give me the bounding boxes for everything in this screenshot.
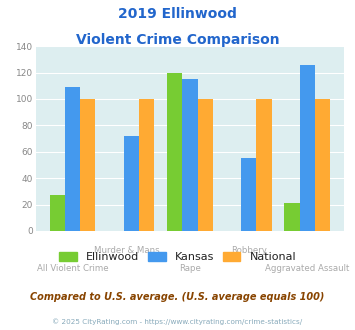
Bar <box>65 87 80 231</box>
Bar <box>256 99 272 231</box>
Bar <box>50 195 65 231</box>
Bar <box>300 65 315 231</box>
Bar <box>80 99 95 231</box>
Legend: Ellinwood, Kansas, National: Ellinwood, Kansas, National <box>55 248 300 267</box>
Text: Violent Crime Comparison: Violent Crime Comparison <box>76 33 279 47</box>
Text: © 2025 CityRating.com - https://www.cityrating.com/crime-statistics/: © 2025 CityRating.com - https://www.city… <box>53 318 302 325</box>
Text: Robbery: Robbery <box>231 246 267 255</box>
Text: Murder & Mans...: Murder & Mans... <box>94 246 168 255</box>
Text: Compared to U.S. average. (U.S. average equals 100): Compared to U.S. average. (U.S. average … <box>30 292 325 302</box>
Text: Aggravated Assault: Aggravated Assault <box>265 264 350 273</box>
Bar <box>241 158 256 231</box>
Text: All Violent Crime: All Violent Crime <box>37 264 108 273</box>
Bar <box>315 99 330 231</box>
Bar <box>198 99 213 231</box>
Bar <box>182 79 198 231</box>
Bar <box>284 203 300 231</box>
Bar <box>139 99 154 231</box>
Bar <box>167 73 182 231</box>
Text: Rape: Rape <box>179 264 201 273</box>
Text: 2019 Ellinwood: 2019 Ellinwood <box>118 7 237 20</box>
Bar <box>124 136 139 231</box>
